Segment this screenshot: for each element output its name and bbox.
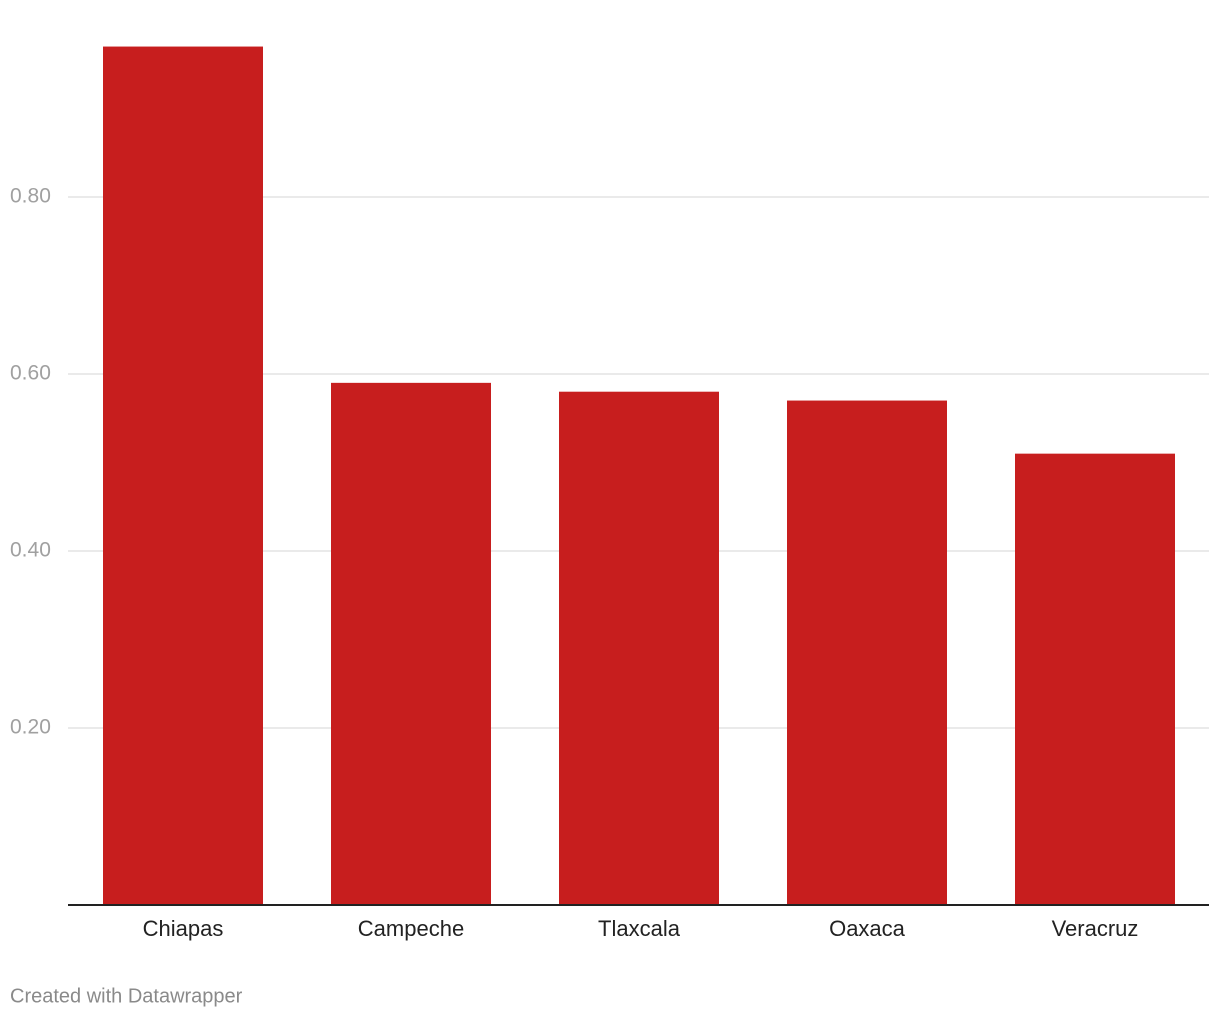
y-tick-label: 0.80 [10,185,51,208]
y-tick-label: 0.40 [10,539,51,562]
bar [559,391,719,905]
bar [331,382,491,906]
x-tick-label: Veracruz [1052,916,1139,941]
x-tick-label: Campeche [358,916,464,941]
bar [103,46,263,906]
y-tick-label: 0.60 [10,362,51,385]
bar [787,400,947,905]
credit: Created with Datawrapper [10,985,243,1007]
x-tick-label: Chiapas [143,916,224,941]
x-tick-label: Tlaxcala [598,916,681,941]
y-tick-label: 0.20 [10,716,51,739]
x-tick-label: Oaxaca [829,916,906,941]
bar [1015,453,1175,905]
